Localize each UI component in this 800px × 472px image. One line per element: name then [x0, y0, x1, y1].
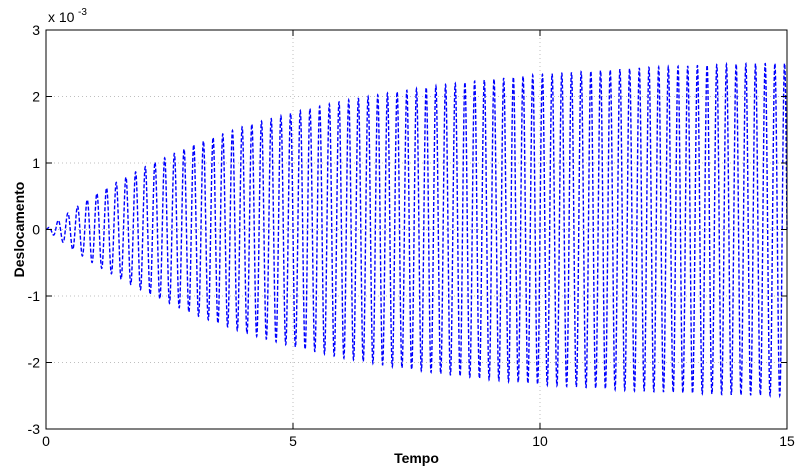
x-axis-label: Tempo — [394, 450, 439, 466]
series-line — [45, 61, 788, 399]
y-tick-label: -1 — [28, 288, 41, 304]
y-tick-label: -3 — [28, 421, 41, 437]
tick-labels: 0 5 10 15 -3 -2 -1 0 1 2 3 — [28, 22, 795, 449]
x-tick-label: 5 — [289, 433, 297, 449]
x-tick-label: 10 — [532, 433, 548, 449]
tick-marks — [45, 29, 788, 430]
x-tick-label: 0 — [42, 433, 50, 449]
y-axis-label: Deslocamento — [11, 182, 27, 278]
y-tick-label: 2 — [32, 89, 40, 105]
series-layer — [45, 61, 788, 399]
grid-lines — [46, 30, 787, 429]
y-tick-label: 3 — [32, 22, 40, 38]
y-tick-label: -2 — [28, 355, 41, 371]
y-tick-label: 1 — [32, 155, 40, 171]
x-tick-label: 15 — [779, 433, 795, 449]
y-multiplier-label: x 10 — [48, 9, 75, 25]
y-multiplier-exponent: -3 — [78, 7, 87, 18]
y-tick-label: 0 — [32, 222, 40, 238]
